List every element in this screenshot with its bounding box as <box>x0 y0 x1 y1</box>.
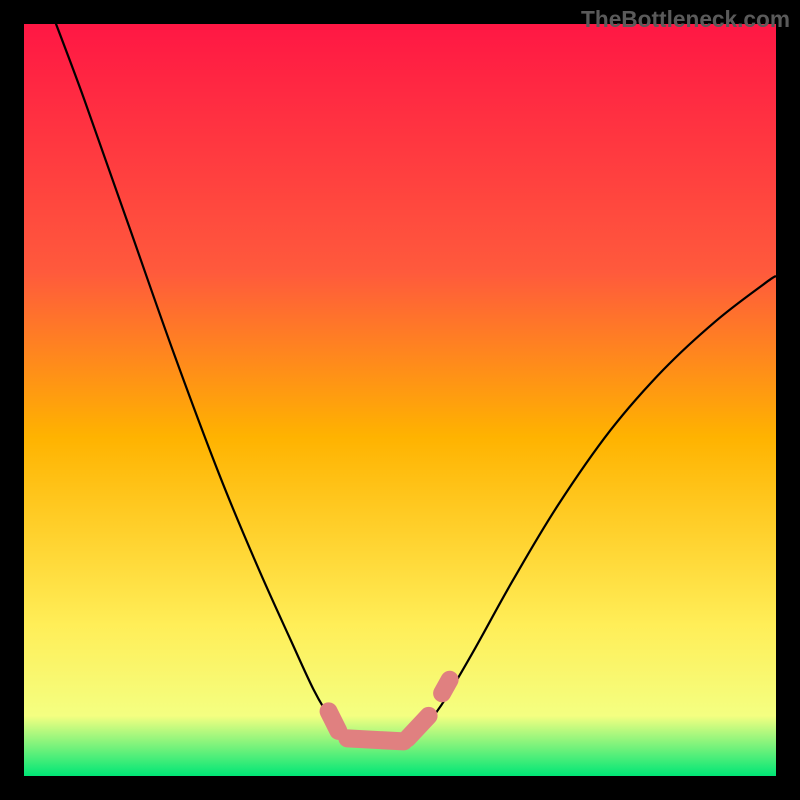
chart-svg <box>24 24 776 776</box>
bottom-markers-3 <box>442 680 450 694</box>
bottom-markers-2 <box>408 716 429 739</box>
bottom-markers-0 <box>329 711 339 731</box>
watermark-text: TheBottleneck.com <box>581 6 790 33</box>
bottleneck-curve <box>50 24 776 744</box>
plot-area <box>24 24 776 776</box>
outer-frame: TheBottleneck.com <box>0 0 800 800</box>
bottom-markers-1 <box>347 738 403 741</box>
